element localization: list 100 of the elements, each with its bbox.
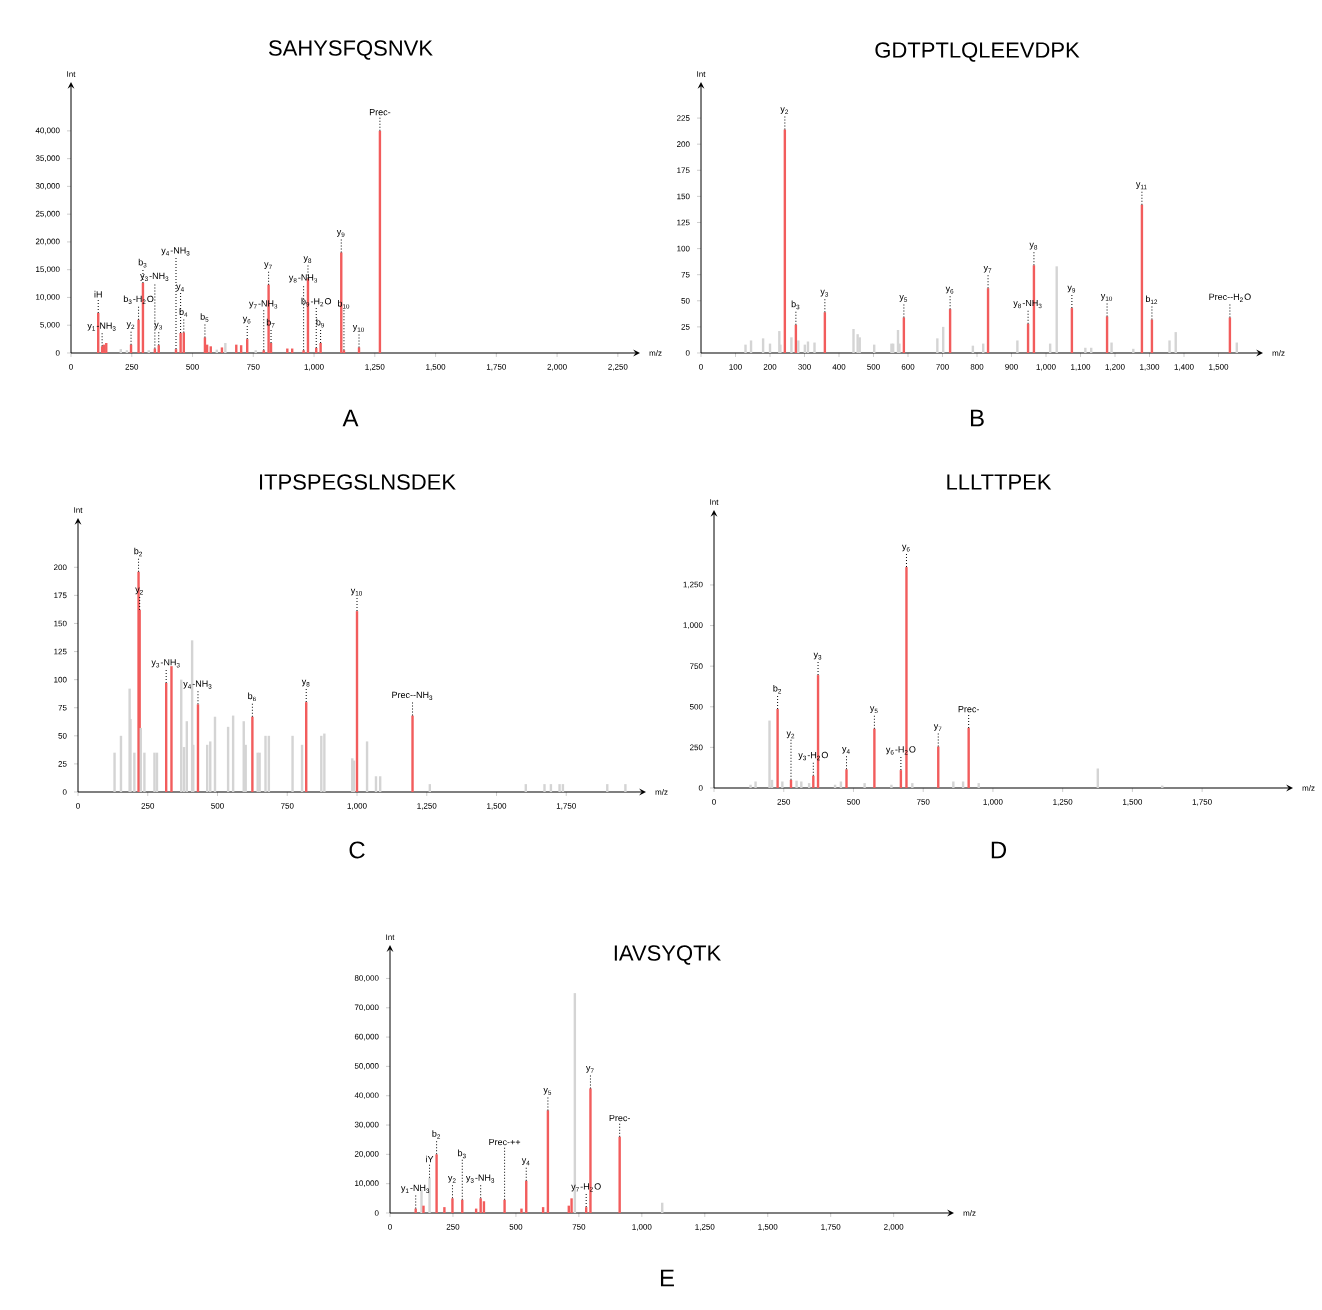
annotation: b$_{10}$ bbox=[338, 300, 350, 309]
x-tick-label: 250 bbox=[141, 803, 155, 809]
annotation: Prec-++ bbox=[489, 1138, 521, 1146]
x-tick-label: 1,500 bbox=[426, 364, 446, 371]
x-tick-label: 1,500 bbox=[1122, 799, 1143, 806]
text: B bbox=[970, 409, 984, 427]
y-tick-label: 0 bbox=[698, 785, 703, 791]
annotation: y$_{7}$ bbox=[933, 724, 942, 731]
y-tick-label: 30,000 bbox=[354, 1121, 379, 1129]
annotation: b$_{12}$ bbox=[1145, 295, 1158, 304]
x-tick-label: 750 bbox=[247, 364, 260, 370]
annotation: y$_{5}$ bbox=[899, 295, 908, 302]
annotation: y$_{4}$ bbox=[176, 284, 184, 292]
y-tick-label: 60,000 bbox=[354, 1033, 379, 1041]
annotation: y$_{7}$ bbox=[264, 262, 272, 270]
chart-title: SAHYSFQSNVK bbox=[268, 40, 433, 60]
x-tick-label: 1,500 bbox=[758, 1224, 778, 1231]
y-tick-label: 0 bbox=[374, 1210, 379, 1216]
y-axis-title: Int bbox=[386, 934, 395, 940]
x-tick-label: 1,250 bbox=[365, 364, 385, 371]
x-tick-label: 2,000 bbox=[884, 1224, 904, 1231]
x-tick-label: 2,250 bbox=[608, 364, 628, 371]
annotation: b$_{9}$-H$_{2}$O bbox=[301, 297, 332, 307]
y-axis-title: Int bbox=[67, 71, 76, 77]
x-tick-label: 300 bbox=[798, 364, 811, 370]
annotation: y$_{3}$-NH$_{3}$ bbox=[465, 1174, 495, 1183]
x-tick-label: 750 bbox=[280, 803, 294, 809]
annotation: y$_{1}$-NH$_{3}$ bbox=[400, 1184, 430, 1193]
y-tick-label: 125 bbox=[677, 219, 690, 226]
y-tick-label: 200 bbox=[54, 564, 67, 571]
annotation: b$_{3}$ bbox=[458, 1149, 466, 1159]
annotation: y$_{5}$ bbox=[543, 1087, 552, 1095]
x-tick-label: 750 bbox=[572, 1224, 586, 1230]
x-tick-label: 400 bbox=[832, 364, 846, 370]
y-tick-label: 20,000 bbox=[354, 1151, 379, 1158]
text: D bbox=[991, 841, 1007, 859]
y-tick-label: 80,000 bbox=[354, 975, 379, 982]
annotation: b$_{6}$ bbox=[248, 692, 256, 702]
x-tick-label: 0 bbox=[76, 803, 80, 809]
annotation: b$_{4}$ bbox=[179, 308, 188, 317]
x-axis-title: m/z bbox=[1302, 785, 1315, 791]
y-axis-title: Int bbox=[697, 71, 706, 77]
chart-title: LLLTTPEK bbox=[947, 474, 1052, 490]
y-tick-label: 200 bbox=[677, 141, 690, 147]
annotation: y$_{6}$ bbox=[242, 316, 251, 324]
annotation: y$_{4}$-NH$_{3}$ bbox=[161, 247, 190, 256]
annotation: iY bbox=[426, 1155, 434, 1163]
annotation: y$_{3}$ bbox=[813, 652, 822, 660]
x-tick-label: 1,500 bbox=[1209, 364, 1229, 371]
x-tick-label: 250 bbox=[777, 799, 791, 805]
y-tick-label: 0 bbox=[55, 350, 60, 356]
annotation: Prec--H$_{2}$O bbox=[1209, 293, 1251, 302]
annotation: y$_{8}$ bbox=[301, 679, 310, 687]
annotation: y$_{10}$ bbox=[1100, 294, 1113, 301]
x-tick-label: 100 bbox=[729, 364, 742, 370]
annotation: Prec--NH$_{3}$ bbox=[392, 691, 433, 700]
x-tick-label: 700 bbox=[936, 364, 949, 370]
y-tick-label: 250 bbox=[690, 744, 703, 751]
y-tick-label: 50,000 bbox=[354, 1063, 379, 1070]
annotation: y$_{7}$ bbox=[585, 1066, 594, 1073]
x-tick-label: 200 bbox=[763, 364, 777, 370]
y-tick-label: 25 bbox=[681, 324, 690, 330]
y-tick-label: 150 bbox=[677, 193, 690, 200]
annotation: y$_{6}$-H$_{2}$O bbox=[885, 746, 916, 755]
y-tick-label: 40,000 bbox=[354, 1092, 379, 1100]
y-tick-label: 100 bbox=[677, 245, 690, 252]
y-tick-label: 25,000 bbox=[35, 210, 60, 218]
x-tick-label: 1,750 bbox=[486, 364, 507, 371]
y-tick-label: 175 bbox=[54, 592, 67, 599]
y-tick-label: 225 bbox=[677, 115, 690, 121]
y-tick-label: 175 bbox=[677, 167, 690, 174]
y-tick-label: 1,000 bbox=[683, 622, 703, 629]
chart-title: GDTPTLQLEEVDPK bbox=[875, 42, 1080, 62]
text: E bbox=[660, 1269, 674, 1287]
x-axis-title: m/z bbox=[1272, 350, 1285, 356]
annotation: y$_{11}$ bbox=[1135, 182, 1147, 190]
y-tick-label: 500 bbox=[689, 703, 703, 710]
y-tick-label: 10,000 bbox=[36, 294, 60, 301]
x-tick-label: 1,250 bbox=[695, 1224, 715, 1231]
annotation: y$_{8}$-NH$_{3}$ bbox=[288, 274, 318, 283]
x-tick-label: 1,000 bbox=[983, 799, 1003, 806]
y-tick-label: 1,250 bbox=[683, 581, 703, 589]
y-tick-label: 25 bbox=[58, 761, 67, 767]
y-tick-label: 0 bbox=[62, 789, 67, 795]
annotation: y$_{10}$ bbox=[350, 588, 363, 596]
x-tick-label: 1,100 bbox=[1071, 364, 1091, 371]
x-tick-label: 500 bbox=[509, 1224, 523, 1230]
annotation: y$_{7}$ bbox=[983, 265, 992, 273]
x-tick-label: 1,250 bbox=[1053, 799, 1073, 806]
y-tick-label: 20,000 bbox=[35, 238, 60, 246]
y-tick-label: 125 bbox=[54, 648, 67, 655]
x-tick-label: 500 bbox=[847, 799, 860, 805]
annotation: y$_{4}$ bbox=[842, 746, 850, 754]
x-tick-label: 1,000 bbox=[1036, 364, 1056, 371]
annotation: y$_{7}$-H$_{2}$O bbox=[571, 1183, 601, 1192]
x-tick-label: 1,000 bbox=[304, 364, 324, 371]
x-tick-label: 1,400 bbox=[1174, 364, 1194, 371]
annotation: y$_{3}$-H$_{2}$O bbox=[798, 751, 828, 761]
annotation: Prec- bbox=[369, 108, 391, 116]
y-tick-label: 150 bbox=[54, 620, 67, 627]
